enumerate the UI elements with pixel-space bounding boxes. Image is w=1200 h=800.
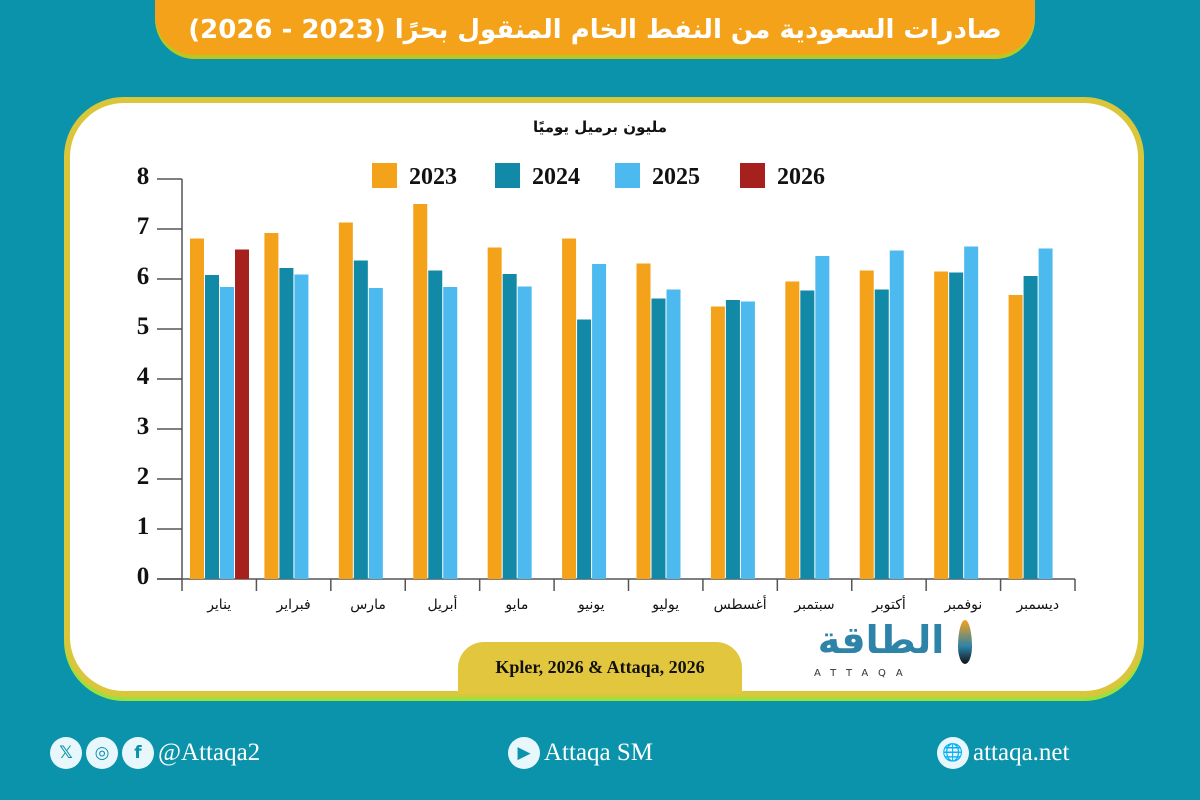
drop-icon xyxy=(958,620,972,664)
bar-2023 xyxy=(636,263,651,579)
bar-2023 xyxy=(190,238,204,579)
bar-2025 xyxy=(889,250,904,579)
legend-swatch-2026 xyxy=(740,163,765,188)
bar-2023 xyxy=(413,204,428,579)
legend-label: 2026 xyxy=(777,164,825,190)
bar-2025 xyxy=(815,256,830,579)
bar-2024 xyxy=(651,298,666,579)
bar-2023 xyxy=(562,238,577,579)
y-axis-unit-label: مليون برميل يوميًا xyxy=(532,118,668,136)
bar-2024 xyxy=(353,260,368,579)
bar-2024 xyxy=(1023,276,1038,579)
website-link: 🌐 attaqa.net xyxy=(937,737,1069,769)
youtube-channel[interactable]: Attaqa SM xyxy=(544,739,654,766)
website-url[interactable]: attaqa.net xyxy=(973,739,1070,766)
legend-swatch-2025 xyxy=(615,163,640,188)
social-links: 𝕏 ◎ f @Attaqa2 xyxy=(50,737,260,769)
bar-2025 xyxy=(666,289,681,579)
bar-2023 xyxy=(264,233,279,579)
bar-2025 xyxy=(368,288,383,579)
bar-2023 xyxy=(338,222,353,579)
y-tick-label: 8 xyxy=(137,163,150,190)
bar-2024 xyxy=(577,319,592,579)
x-tick-label: أغسطس xyxy=(714,595,767,613)
instagram-icon[interactable]: ◎ xyxy=(86,737,118,769)
x-tick-label: مايو xyxy=(504,597,528,613)
bar-2025 xyxy=(740,301,755,579)
bar-2026 xyxy=(235,249,249,579)
x-tick-label: يناير xyxy=(206,597,231,613)
logo-arabic: الطاقة xyxy=(817,618,945,662)
bar-2024 xyxy=(279,268,294,579)
x-tick-label: يونيو xyxy=(577,597,605,613)
y-tick-label: 7 xyxy=(137,213,150,240)
bar-2025 xyxy=(964,246,979,579)
x-tick-label: أبريل xyxy=(427,595,457,613)
x-tick-label: يوليو xyxy=(651,597,679,613)
y-tick-label: 2 xyxy=(137,463,150,490)
youtube-link: ▶ Attaqa SM xyxy=(508,737,653,769)
social-handle[interactable]: @Attaqa2 xyxy=(158,739,261,766)
y-tick-label: 5 xyxy=(137,313,150,340)
bar-2023 xyxy=(1008,295,1023,579)
bar-2024 xyxy=(502,274,517,579)
chart-title: صادرات السعودية من النفط الخام المنقول ب… xyxy=(188,15,1002,45)
x-tick-label: سبتمبر xyxy=(793,597,834,613)
bar-2024 xyxy=(800,290,815,579)
x-tick-label: أكتوبر xyxy=(871,595,906,613)
bar-2024 xyxy=(205,275,219,579)
legend-label: 2024 xyxy=(532,164,580,190)
bar-2024 xyxy=(949,272,964,579)
bar-2025 xyxy=(294,274,309,579)
x-tick-label: فبراير xyxy=(276,597,311,613)
bar-2025 xyxy=(1038,248,1053,579)
source-label: Kpler, 2026 & Attaqa, 2026 xyxy=(458,642,742,694)
bar-2023 xyxy=(934,271,949,579)
facebook-icon[interactable]: f xyxy=(122,737,154,769)
y-tick-label: 6 xyxy=(137,263,150,290)
bar-2023 xyxy=(785,281,800,579)
logo-latin: ATTAQA xyxy=(814,668,913,679)
legend-label: 2023 xyxy=(409,164,457,190)
bar-2025 xyxy=(592,264,607,579)
x-tick-label: نوفمبر xyxy=(943,597,982,613)
x-icon[interactable]: 𝕏 xyxy=(50,737,82,769)
globe-icon[interactable]: 🌐 xyxy=(937,737,969,769)
legend-label: 2025 xyxy=(652,164,700,190)
bar-2023 xyxy=(859,270,874,579)
legend-swatch-2024 xyxy=(495,163,520,188)
x-tick-label: مارس xyxy=(350,597,386,613)
y-tick-label: 3 xyxy=(137,413,150,440)
bar-2024 xyxy=(725,300,740,579)
y-tick-label: 1 xyxy=(137,513,150,540)
bar-2024 xyxy=(874,289,889,579)
bar-2025 xyxy=(517,286,532,579)
title-banner: صادرات السعودية من النفط الخام المنقول ب… xyxy=(155,0,1035,55)
bar-2025 xyxy=(443,287,458,579)
attaqa-logo: الطاقة ATTAQA xyxy=(806,618,986,684)
youtube-icon[interactable]: ▶ xyxy=(508,737,540,769)
bar-2025 xyxy=(220,287,234,579)
y-tick-label: 4 xyxy=(137,363,150,390)
legend-swatch-2023 xyxy=(372,163,397,188)
y-tick-label: 0 xyxy=(137,563,150,590)
bar-2024 xyxy=(428,270,443,579)
bar-2023 xyxy=(487,247,502,579)
x-tick-label: ديسمبر xyxy=(1015,597,1059,613)
bar-2023 xyxy=(710,306,725,579)
